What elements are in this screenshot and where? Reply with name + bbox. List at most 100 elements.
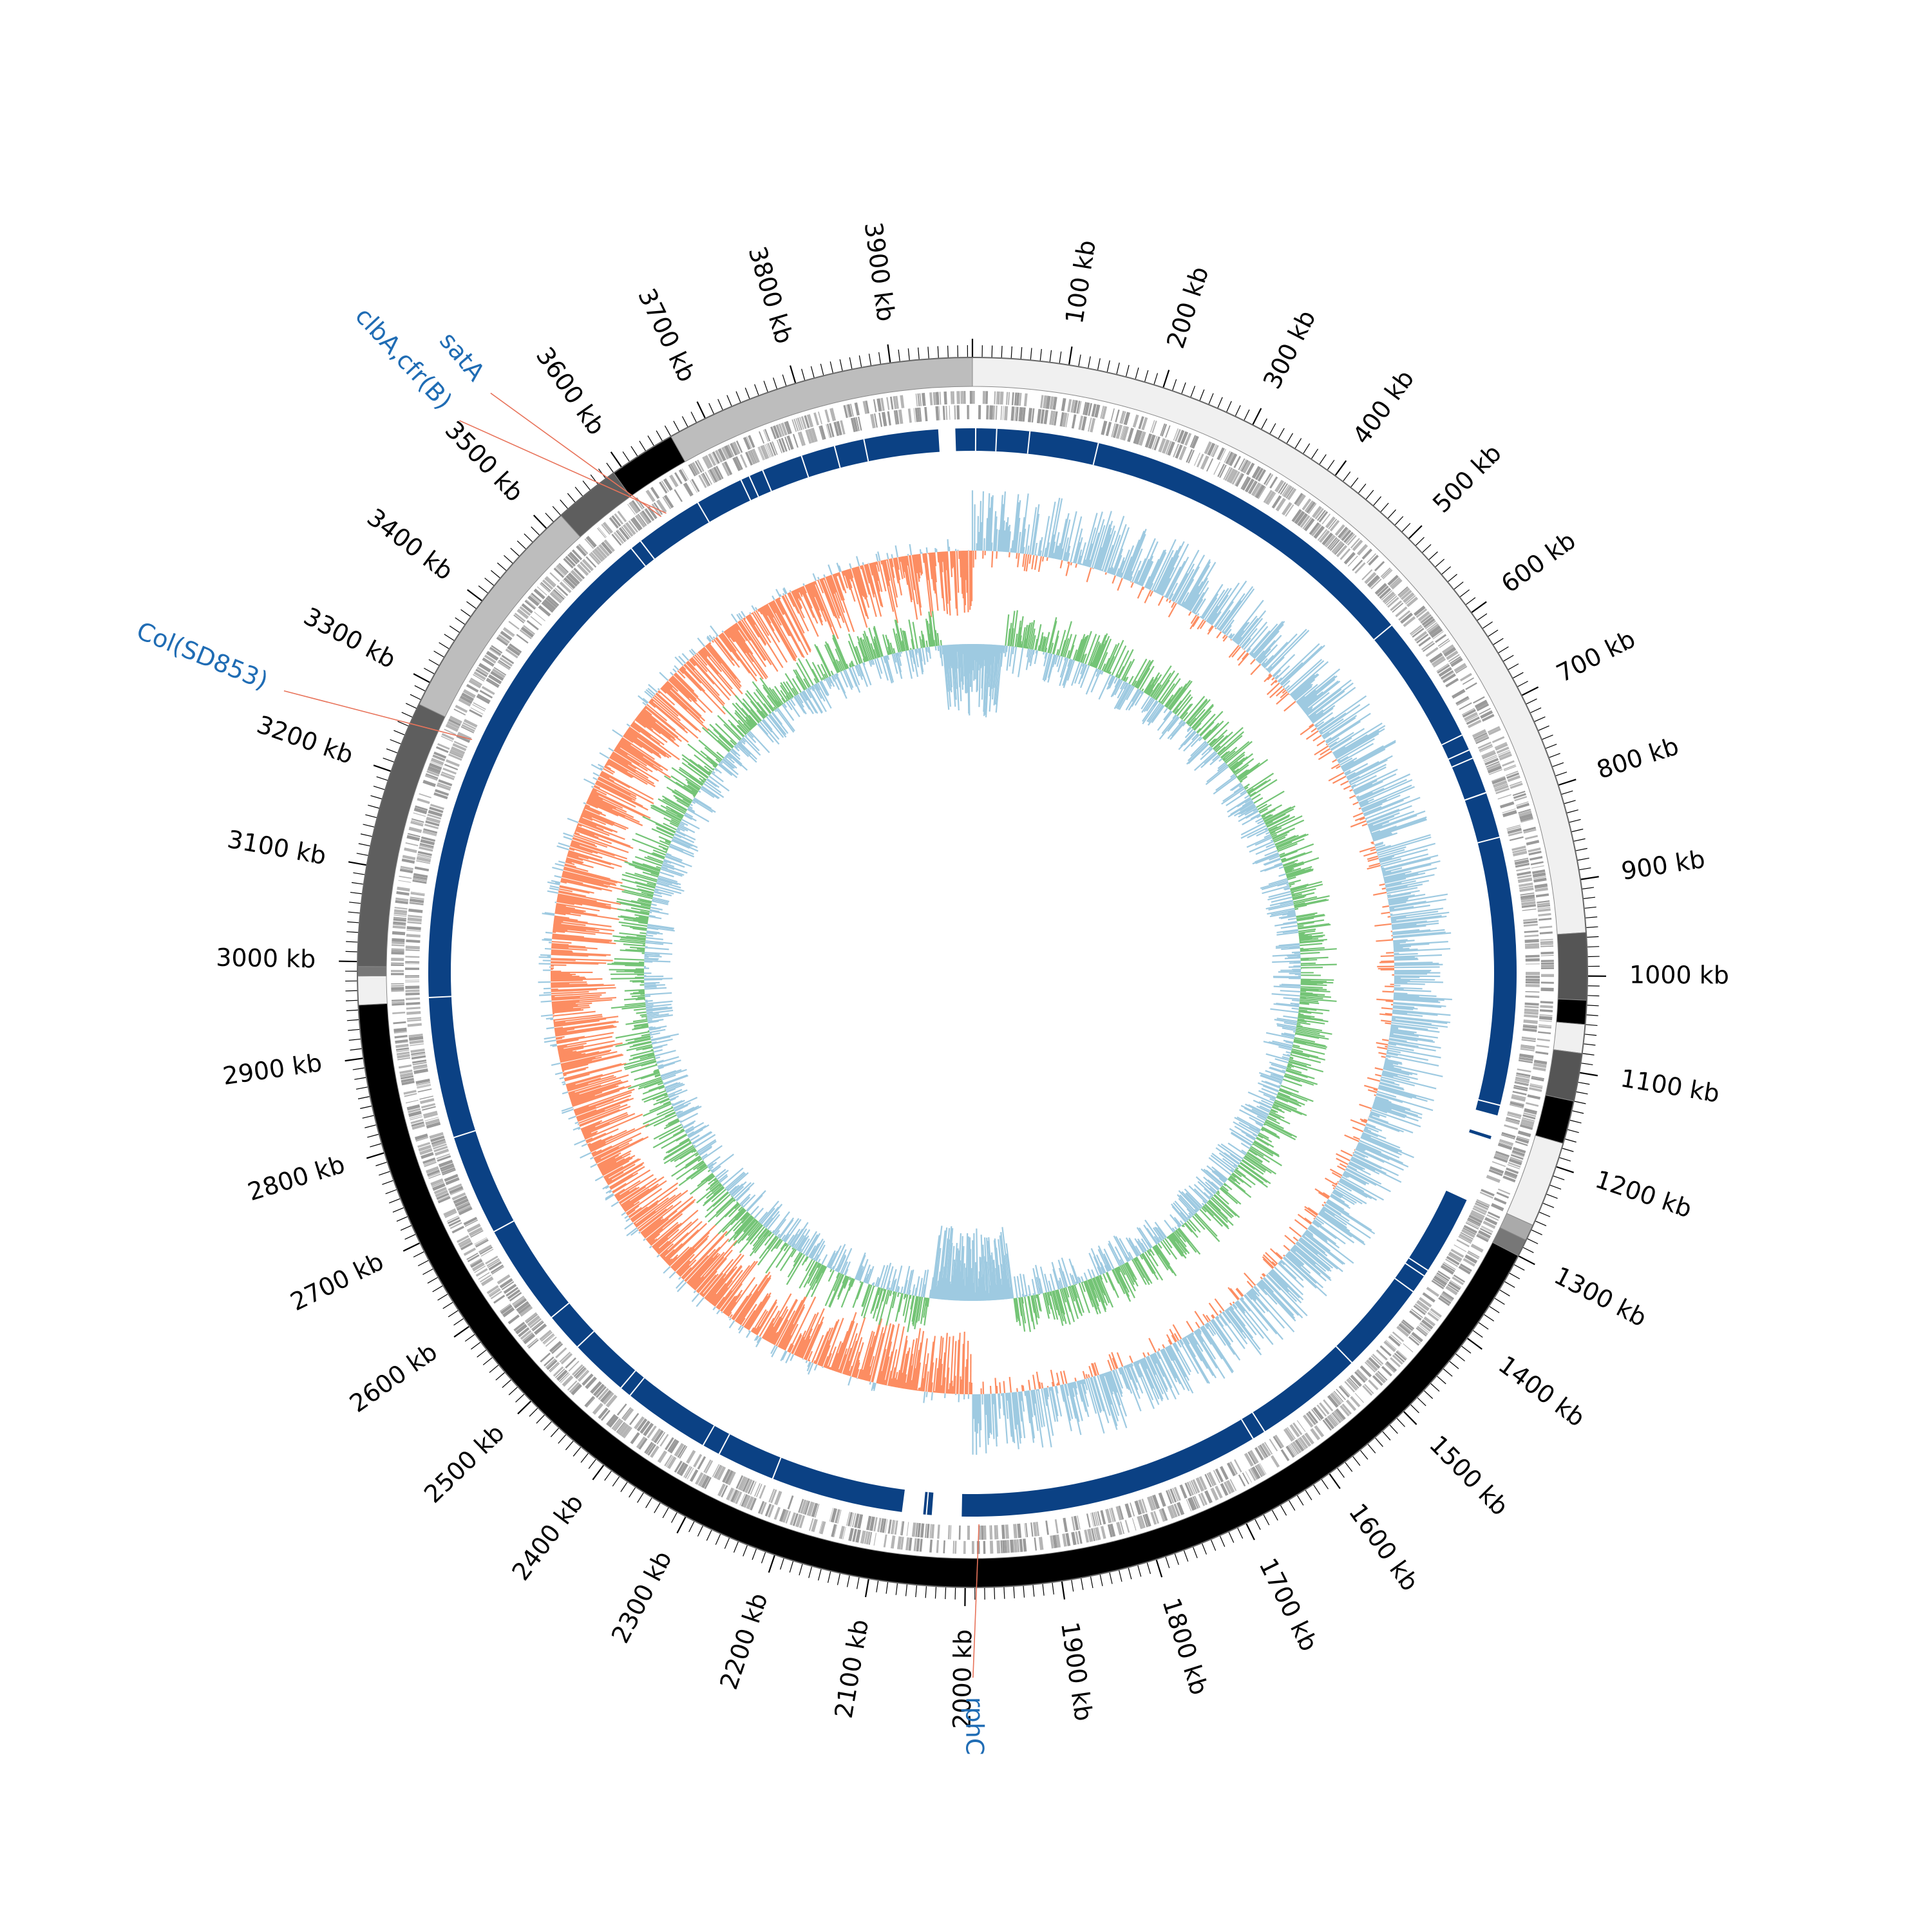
cds-feature xyxy=(1112,423,1117,438)
cds-feature xyxy=(1336,1388,1347,1401)
cds-feature xyxy=(1510,1101,1524,1105)
gc-content-bar xyxy=(1343,1172,1367,1186)
cds-feature xyxy=(908,1537,913,1551)
cds-feature xyxy=(401,1077,414,1083)
gc-content-bar xyxy=(1365,1126,1379,1133)
gc-content-bar xyxy=(711,1265,743,1305)
gc-content-bar xyxy=(1061,1385,1072,1432)
cds-feature xyxy=(417,797,430,804)
cds-feature xyxy=(1198,1476,1208,1490)
cds-feature xyxy=(1504,1170,1518,1179)
cds-feature xyxy=(606,1414,617,1426)
gc-content-bar xyxy=(1252,621,1285,658)
backbone-circle xyxy=(357,357,1588,1588)
gc-content-bar xyxy=(1124,531,1145,580)
minor-tick xyxy=(428,659,439,666)
gc-content-bar xyxy=(1374,1099,1406,1112)
gc-content-bar xyxy=(1381,1074,1437,1090)
cds-feature xyxy=(582,558,594,571)
cds-feature xyxy=(735,1475,744,1489)
cds-feature xyxy=(1368,1357,1381,1369)
cds-feature xyxy=(1412,627,1425,638)
cds-feature xyxy=(1441,672,1455,681)
gc-content-bar xyxy=(690,1253,721,1287)
cds-feature xyxy=(1525,983,1540,987)
major-tick xyxy=(768,1555,775,1573)
gc-content-bar xyxy=(698,650,719,675)
cds-feature xyxy=(479,1274,491,1283)
cds-feature xyxy=(1207,442,1216,456)
cds-feature xyxy=(441,771,455,778)
gc-content-bar xyxy=(588,797,613,810)
gc-content-bar xyxy=(571,842,580,846)
gc-content-bar xyxy=(592,1132,641,1157)
gc-content-bar xyxy=(1334,730,1379,758)
cds-feature xyxy=(1027,408,1032,422)
gc-content-bar xyxy=(797,587,803,598)
cds-feature xyxy=(519,1305,533,1317)
gc-content-bar xyxy=(1262,1277,1300,1316)
gc-content-bar xyxy=(1186,581,1204,610)
cds-feature xyxy=(412,1124,425,1130)
cds-feature xyxy=(1534,883,1548,888)
gc-content-bar xyxy=(1236,636,1242,644)
gc-content-bar xyxy=(1312,707,1334,724)
minor-tick xyxy=(370,795,382,800)
minor-tick xyxy=(1410,1404,1419,1414)
major-tick xyxy=(533,515,547,529)
blast-break xyxy=(740,479,752,501)
gc-content-bar xyxy=(1312,1222,1320,1228)
cds-feature xyxy=(1111,423,1116,437)
gc-content-bar xyxy=(577,1123,580,1126)
gc-content-bar xyxy=(1234,1302,1264,1339)
gc-skew-bar xyxy=(1134,659,1151,688)
gc-content-bar xyxy=(539,994,551,996)
cds-feature xyxy=(527,1315,540,1327)
gc-content-bar xyxy=(655,693,698,731)
cds-feature xyxy=(1297,513,1309,527)
cds-feature xyxy=(449,1186,464,1195)
gc-content-bar xyxy=(578,820,604,831)
gc-content-bar xyxy=(1274,1266,1303,1296)
cds-feature xyxy=(1285,504,1294,517)
cds-feature xyxy=(423,1113,438,1119)
gc-content-bar xyxy=(636,1192,682,1228)
gc-content-bar xyxy=(982,1381,985,1394)
cds-feature xyxy=(1292,1441,1302,1454)
cds-feature xyxy=(749,1497,755,1510)
cds-feature xyxy=(1490,1166,1504,1174)
cds-feature xyxy=(937,1524,940,1539)
cds-feature xyxy=(850,417,856,433)
gc-content-bar xyxy=(778,1296,806,1348)
gc-content-bar xyxy=(1383,873,1406,880)
gc-content-bar xyxy=(626,723,630,727)
cds-feature xyxy=(1397,1350,1408,1359)
cds-feature xyxy=(1499,752,1511,759)
gc-content-bar xyxy=(616,1187,638,1201)
gc-content-bar xyxy=(1344,770,1351,775)
minor-tick xyxy=(543,1421,552,1431)
gc-content-bar xyxy=(1378,1084,1434,1102)
minor-tick xyxy=(1174,1553,1179,1566)
cds-feature xyxy=(408,1036,424,1041)
cds-feature xyxy=(397,1057,411,1061)
gc-content-bar xyxy=(574,1099,614,1114)
cds-feature xyxy=(662,497,672,509)
minor-tick xyxy=(460,609,471,617)
tick-label: 3400 kb xyxy=(362,503,459,586)
cds-feature xyxy=(1015,406,1019,421)
cds-feature xyxy=(1193,1495,1200,1508)
gc-content-bar xyxy=(1025,1390,1031,1424)
gc-content-bar xyxy=(571,840,615,857)
minor-tick xyxy=(733,1541,739,1553)
cds-feature xyxy=(630,1432,640,1444)
cds-feature xyxy=(853,417,858,432)
cds-feature xyxy=(399,868,413,874)
minor-tick xyxy=(670,1512,677,1523)
gc-content-bar xyxy=(596,780,636,801)
cds-feature xyxy=(403,1090,417,1095)
gc-content-bar xyxy=(1280,645,1323,685)
gc-content-bar xyxy=(591,764,603,772)
gc-content-bar xyxy=(934,552,937,567)
minor-tick xyxy=(1071,1580,1074,1592)
